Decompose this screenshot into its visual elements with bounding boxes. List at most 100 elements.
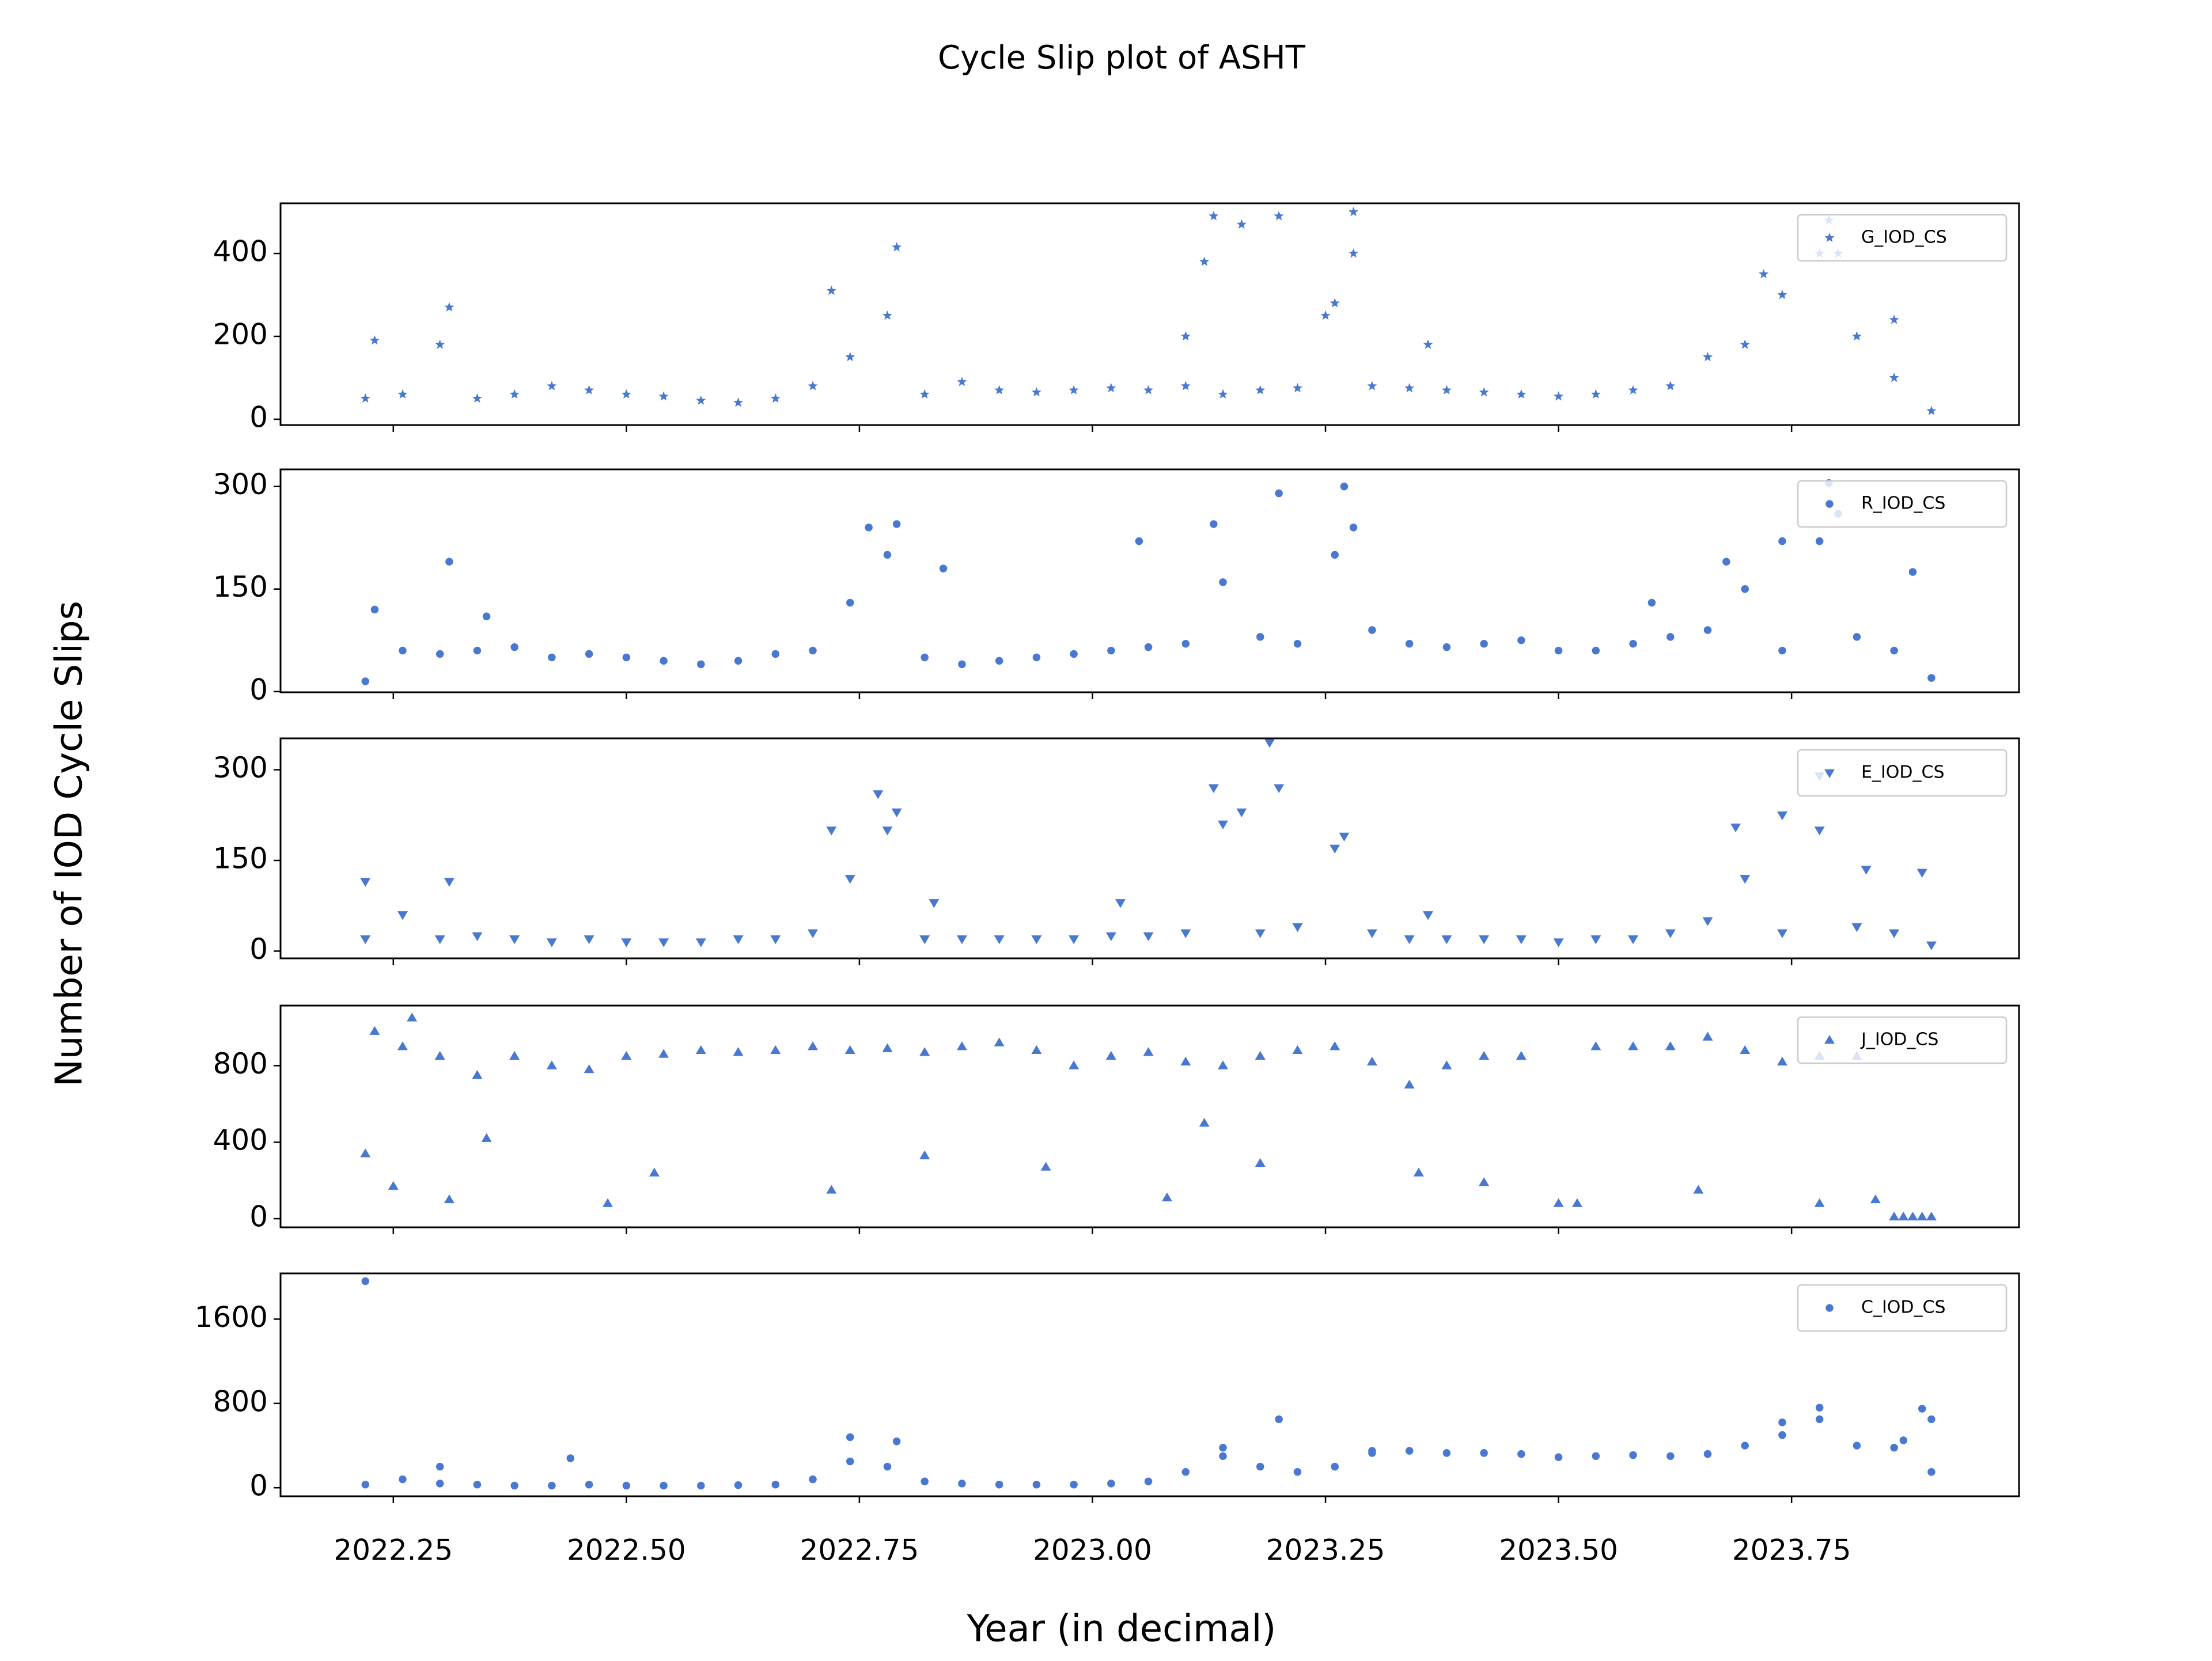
point xyxy=(1480,639,1488,648)
point xyxy=(481,1133,492,1142)
point xyxy=(1814,826,1825,836)
point xyxy=(547,381,557,390)
point xyxy=(956,935,967,945)
point xyxy=(1031,387,1041,397)
point xyxy=(1219,1443,1227,1452)
point xyxy=(1908,568,1917,576)
y-tick-label: 0 xyxy=(249,932,268,966)
point xyxy=(1517,1450,1525,1458)
point xyxy=(1815,537,1824,545)
point xyxy=(1274,784,1285,794)
point xyxy=(958,1480,966,1488)
point xyxy=(1927,1467,1936,1476)
point xyxy=(1404,1079,1415,1089)
point xyxy=(397,911,408,920)
point xyxy=(360,878,371,887)
point xyxy=(995,657,1003,665)
point xyxy=(1106,383,1116,393)
point xyxy=(1255,1158,1266,1167)
point xyxy=(808,929,819,938)
legend-box xyxy=(1797,214,2008,262)
point xyxy=(1144,643,1153,651)
point xyxy=(1208,784,1219,794)
point xyxy=(1778,1431,1786,1439)
point xyxy=(585,1480,593,1489)
point xyxy=(1199,1117,1210,1127)
point xyxy=(1275,489,1283,498)
point xyxy=(1320,310,1331,320)
point xyxy=(1115,899,1126,908)
point xyxy=(1331,1462,1339,1471)
point xyxy=(1853,1442,1861,1450)
point xyxy=(621,389,631,399)
point xyxy=(734,657,743,665)
point xyxy=(1181,1467,1190,1476)
series xyxy=(361,1277,1936,1490)
point xyxy=(1441,385,1452,395)
point xyxy=(891,808,902,818)
point xyxy=(1180,331,1191,341)
point xyxy=(882,310,892,320)
point xyxy=(1889,1211,1900,1221)
x-tick-label: 2022.75 xyxy=(800,1534,919,1567)
point xyxy=(1590,1041,1601,1051)
point xyxy=(845,352,855,362)
point xyxy=(1592,646,1600,655)
point xyxy=(1339,832,1350,842)
point xyxy=(1740,1045,1751,1055)
point xyxy=(435,339,445,349)
point xyxy=(1740,339,1750,349)
point xyxy=(1256,1462,1264,1471)
point xyxy=(1368,626,1376,634)
point xyxy=(1032,1480,1041,1489)
point xyxy=(1349,248,1359,258)
point xyxy=(361,1480,370,1489)
point xyxy=(919,935,930,945)
point xyxy=(1777,929,1787,938)
point xyxy=(1368,1447,1376,1455)
point xyxy=(482,612,491,620)
point xyxy=(660,657,668,665)
point xyxy=(1778,646,1786,655)
point xyxy=(695,938,706,947)
point xyxy=(1031,935,1042,945)
point xyxy=(1926,405,1937,415)
point xyxy=(1180,1056,1191,1065)
point xyxy=(510,1481,518,1490)
point xyxy=(1255,929,1266,938)
point xyxy=(939,564,948,572)
point xyxy=(844,875,855,884)
x-tick-label: 2022.50 xyxy=(567,1534,686,1567)
point xyxy=(1144,1477,1153,1485)
point xyxy=(771,650,780,658)
point xyxy=(1759,269,1769,279)
point xyxy=(994,1037,1005,1046)
point xyxy=(399,1475,407,1484)
point xyxy=(892,520,901,528)
point xyxy=(1293,639,1302,648)
point xyxy=(1516,389,1527,399)
x-axis-label: Year (in decimal) xyxy=(967,1608,1277,1651)
legend-box xyxy=(1797,1016,2008,1064)
point xyxy=(1722,558,1730,566)
legend-label: G_IOD_CS xyxy=(1861,227,1947,248)
point xyxy=(995,1480,1003,1489)
point xyxy=(882,1043,893,1052)
y-tick-label: 0 xyxy=(249,400,268,434)
axes-frame xyxy=(279,1272,2020,1497)
point xyxy=(1219,1452,1227,1461)
point xyxy=(1032,653,1041,662)
point xyxy=(1889,314,1899,324)
point xyxy=(1479,1177,1490,1186)
series xyxy=(360,207,1937,415)
y-tick-label: 200 xyxy=(213,318,268,351)
legend-marker xyxy=(1825,1304,1834,1312)
point xyxy=(1143,1047,1154,1056)
x-tick-label: 2023.00 xyxy=(1033,1534,1152,1567)
point xyxy=(1516,1051,1527,1060)
y-tick-label: 1600 xyxy=(195,1300,268,1334)
point xyxy=(658,938,669,947)
axes-frame xyxy=(279,468,2020,693)
point xyxy=(1516,935,1527,945)
